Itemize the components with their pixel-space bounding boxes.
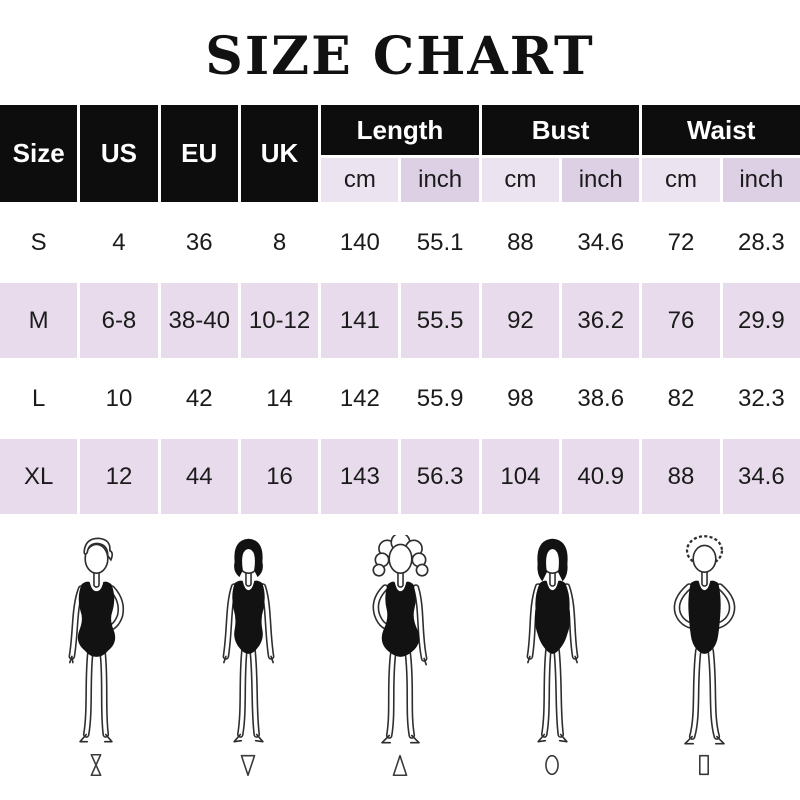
triangle-body-figure-icon	[371, 535, 429, 744]
table-cell: 142	[321, 361, 399, 436]
table-cell: 88	[642, 439, 720, 514]
table-cell: 104	[481, 439, 560, 514]
triangle-icon	[392, 754, 408, 777]
head	[83, 543, 109, 575]
unit-bust-cm: cm	[481, 158, 560, 202]
table-cell: 14	[240, 361, 319, 436]
table-cell: 76	[642, 283, 720, 358]
table-cell: 10-12	[240, 283, 319, 358]
long-bob-hair-icon	[536, 538, 568, 582]
rectangle-icon	[699, 754, 709, 776]
table-cell: 32.3	[722, 361, 800, 436]
table-cell: 44	[160, 439, 238, 514]
table-cell: 38-40	[160, 283, 238, 358]
oval-icon	[545, 754, 559, 776]
table-cell: M	[0, 283, 78, 358]
table-cell: 4	[80, 205, 158, 280]
hourglass-icon	[90, 753, 102, 777]
figure-triangle	[336, 535, 464, 779]
hourglass-body-figure-icon	[68, 537, 124, 743]
table-cell: L	[0, 361, 78, 436]
bob-hair-icon	[233, 538, 263, 578]
table-cell: S	[0, 205, 78, 280]
swimsuit	[534, 580, 570, 654]
legs	[536, 646, 568, 743]
header-eu: EU	[160, 105, 238, 202]
header-uk: UK	[240, 105, 319, 202]
table-cell: 28.3	[722, 205, 800, 280]
size-table: Size US EU UK Length Bust Waist cm inch …	[0, 102, 800, 517]
inverted-triangle-icon	[240, 754, 256, 777]
table-cell: 88	[481, 205, 560, 280]
table-header-row: Size US EU UK Length Bust Waist	[0, 105, 800, 202]
table-cell: 38.6	[562, 361, 640, 436]
unit-waist-inch: inch	[722, 158, 800, 202]
table-cell: 36.2	[562, 283, 640, 358]
table-cell: 40.9	[562, 439, 640, 514]
table-cell: 55.5	[401, 283, 479, 358]
header-size: Size	[0, 105, 78, 202]
head	[691, 544, 717, 573]
page-title: SIZE CHART	[205, 25, 595, 87]
table-row-l: L 10 42 14 142 55.9 98 38.6 82 32.3	[0, 361, 800, 436]
arms	[673, 583, 735, 630]
table-cell: 55.1	[401, 205, 479, 280]
table-cell: 140	[321, 205, 399, 280]
unit-length-cm: cm	[321, 158, 399, 202]
table-row-xl: XL 12 44 16 143 56.3 104 40.9 88 34.6	[0, 439, 800, 514]
table-cell: 36	[160, 205, 238, 280]
size-table-container: Size US EU UK Length Bust Waist cm inch …	[0, 102, 800, 517]
legs	[683, 646, 725, 745]
arms	[526, 583, 578, 664]
swimsuit	[381, 581, 419, 657]
swimsuit	[231, 580, 265, 654]
table-unit-row: cm inch cm inch cm inch	[0, 158, 800, 202]
table-cell: 10	[80, 361, 158, 436]
table-cell: 72	[642, 205, 720, 280]
legs	[232, 646, 264, 743]
table-cell: 141	[321, 283, 399, 358]
table-cell: 34.6	[562, 205, 640, 280]
unit-bust-inch: inch	[562, 158, 640, 202]
table-cell: 6-8	[80, 283, 158, 358]
table-cell: XL	[0, 439, 78, 514]
inverted-triangle-body-figure-icon	[222, 538, 274, 743]
figure-oval	[488, 535, 616, 779]
table-cell: 42	[160, 361, 238, 436]
table-cell: 143	[321, 439, 399, 514]
figure-inverted-triangle	[184, 535, 312, 779]
legs	[78, 648, 113, 743]
header-waist: Waist	[642, 105, 800, 155]
unit-waist-cm: cm	[642, 158, 720, 202]
header-bust: Bust	[481, 105, 640, 155]
body-type-figures-row	[0, 535, 800, 779]
swimsuit	[687, 580, 721, 654]
table-cell: 12	[80, 439, 158, 514]
table-cell: 8	[240, 205, 319, 280]
table-cell: 98	[481, 361, 560, 436]
table-cell: 34.6	[722, 439, 800, 514]
table-cell: 55.9	[401, 361, 479, 436]
oval-body-figure-icon	[526, 538, 578, 743]
table-cell: 16	[240, 439, 319, 514]
legs	[380, 648, 420, 744]
table-cell: 82	[642, 361, 720, 436]
table-row-m: M 6-8 38-40 10-12 141 55.5 92 36.2 76 29…	[0, 283, 800, 358]
header-us: US	[80, 105, 158, 202]
unit-length-inch: inch	[401, 158, 479, 202]
table-cell: 92	[481, 283, 560, 358]
figure-rectangle	[640, 535, 768, 779]
header-length: Length	[321, 105, 479, 155]
short-updo-hair-icon	[82, 537, 113, 562]
table-cell: 56.3	[401, 439, 479, 514]
table-cell: 29.9	[722, 283, 800, 358]
table-row-s: S 4 36 8 140 55.1 88 34.6 72 28.3	[0, 205, 800, 280]
figure-hourglass	[32, 535, 160, 779]
swimsuit	[77, 581, 115, 657]
rectangle-body-figure-icon	[673, 535, 735, 745]
head	[387, 543, 413, 575]
